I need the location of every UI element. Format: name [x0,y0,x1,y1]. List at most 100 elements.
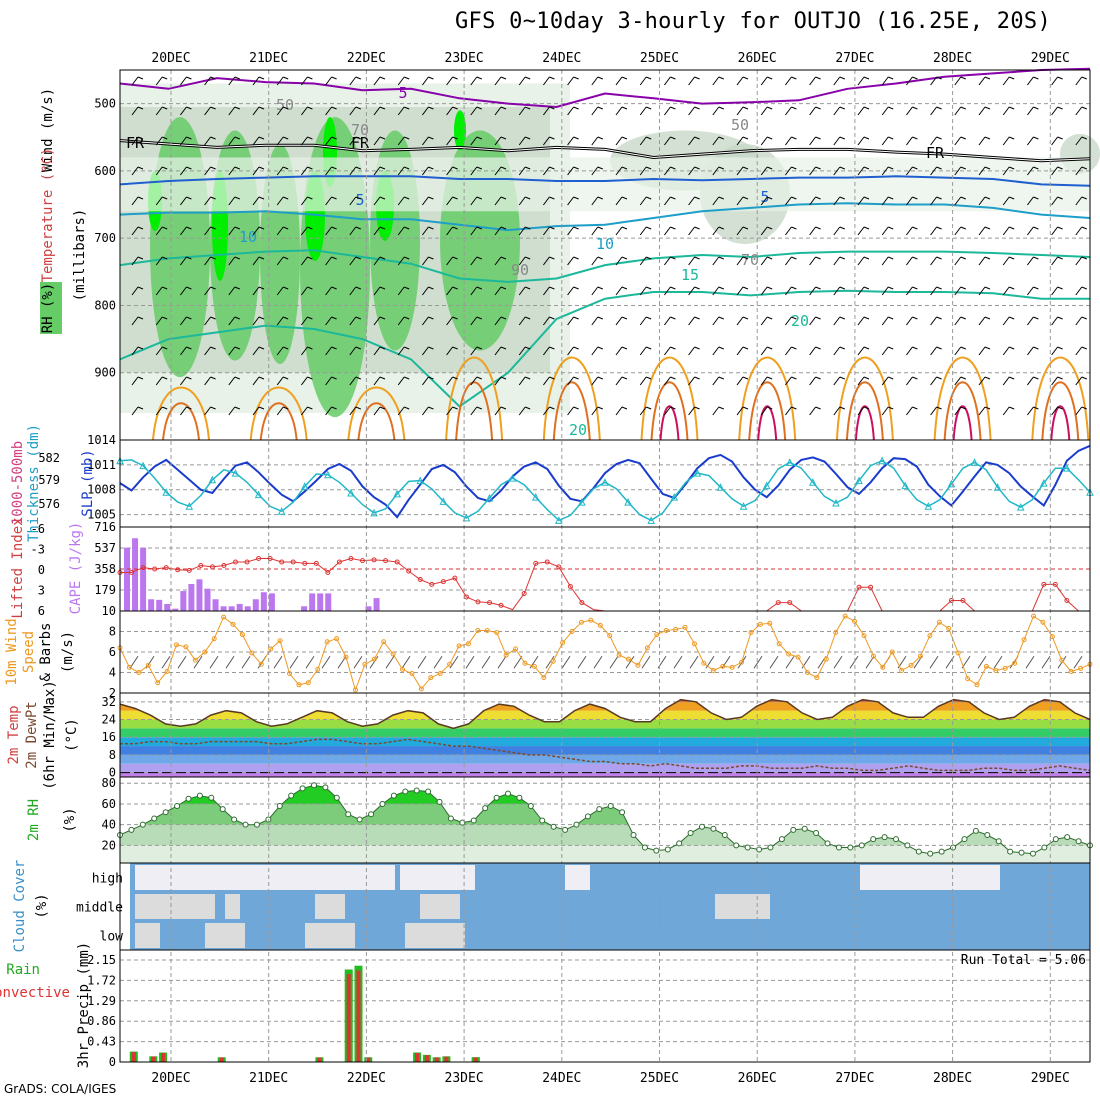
wind-barb [1075,256,1083,266]
wind-barb-flag [476,286,482,290]
wind-barb-flag [379,316,386,320]
wind10-marker [513,646,519,652]
wind-barb-flag [888,226,894,230]
wind-barb-flag [670,256,676,260]
wind-barb [446,226,454,236]
li-marker [140,565,146,571]
wind-label-2: Speed [21,631,37,673]
rh-marker [733,842,740,849]
contour-label: FR [926,144,945,162]
wind-barb-flag [210,256,216,260]
wind-barb-flag [283,76,289,80]
isotherm-line [119,249,1091,283]
wind-barb-flag [355,286,361,290]
wind10-marker [221,614,227,620]
wind-barb-flag [549,256,555,260]
wind-barb [978,376,986,386]
wind-barb [930,166,937,176]
wind-barb-flag [428,136,434,140]
wind10-marker [748,630,754,636]
wind-barb-flag [234,376,240,380]
wind-barb-flag [791,256,797,260]
wind-barb [179,196,187,206]
li-marker [856,584,862,590]
wind10-marker [757,621,763,627]
isotherm-loop-25 [347,386,406,441]
wind-barb [1051,256,1058,266]
wind-barb-flag [283,346,289,350]
wind-barb [688,346,695,356]
wind-barb-flag [742,76,749,80]
precip-tick-label: 0.43 [87,1035,116,1049]
wind-barb [688,406,695,416]
wind-tick-label: 4 [109,666,116,680]
wind-barb [543,256,550,266]
wind-barb [567,76,574,86]
wind-barb-flag [767,136,773,140]
wind-barb-flag [1081,196,1087,200]
wind-barb-flag [767,166,773,170]
wind-barb-flag [815,196,821,200]
rh-marker [1075,838,1082,845]
wind-barb [228,226,236,236]
thickness-marker [924,502,933,510]
wind-barb [1002,406,1010,416]
wind10-marker [786,651,792,657]
wind10-marker [795,654,801,660]
rh-marker [333,794,340,801]
wind-barb-flag [646,256,652,260]
wind10-barb [849,655,859,669]
wind10-barb [1025,655,1035,669]
rh-marker [482,805,489,812]
wind-barb [470,166,478,176]
li-marker [452,575,458,581]
wind-barb [421,196,429,206]
wind10-marker [390,651,396,657]
wind-barb [978,346,986,356]
isotherm-loop-25 [738,356,797,441]
wind10-marker [371,656,377,662]
wind-barb-flag [839,256,845,260]
wind-barb-flag [742,256,749,260]
wind-barb-flag [1009,286,1015,290]
contour-label: 20 [791,312,809,330]
wind-barb-flag [791,346,797,350]
wind-barb [664,106,671,116]
wind-barb-flag [549,376,555,380]
wind-barb-flag [452,76,458,80]
cape-bar [148,599,155,611]
wind-barb-flag [525,106,531,110]
wind-barb [736,256,744,266]
wind-barb-flag [500,166,507,170]
wind-barb-flag [1081,286,1087,290]
wind-barb [1027,106,1034,116]
precip-conv-bar [424,1055,429,1062]
precip-conv-bar [415,1052,420,1062]
date-label-bottom: 23DEC [445,1071,484,1086]
wind-barb-flag [283,226,289,230]
ua-ytick-label: 800 [94,298,116,312]
rh-marker [562,826,569,833]
wind-barb-flag [307,166,313,170]
wind-barb [833,406,841,416]
wind-barb [857,286,865,296]
contour-label: 10 [596,235,614,253]
wind-barb [954,196,962,206]
wind-barb [252,286,260,296]
wind-barb [518,196,526,206]
wind10-marker [814,675,820,681]
wind-barb [373,106,381,116]
wind-barb-flag [960,316,966,320]
wind-barb [857,316,865,326]
wind-barb-flag [500,286,507,290]
wind10-marker [456,643,462,649]
wind-barb-flag [137,76,144,80]
wind-barb-flag [573,346,579,350]
wind10-marker [682,624,688,630]
wind-barb [688,286,695,296]
wind10-marker [917,653,923,659]
wind-barb [785,256,792,266]
wind-barb [688,76,695,86]
wind-barb-flag [307,286,313,290]
rh-marker [242,821,249,828]
